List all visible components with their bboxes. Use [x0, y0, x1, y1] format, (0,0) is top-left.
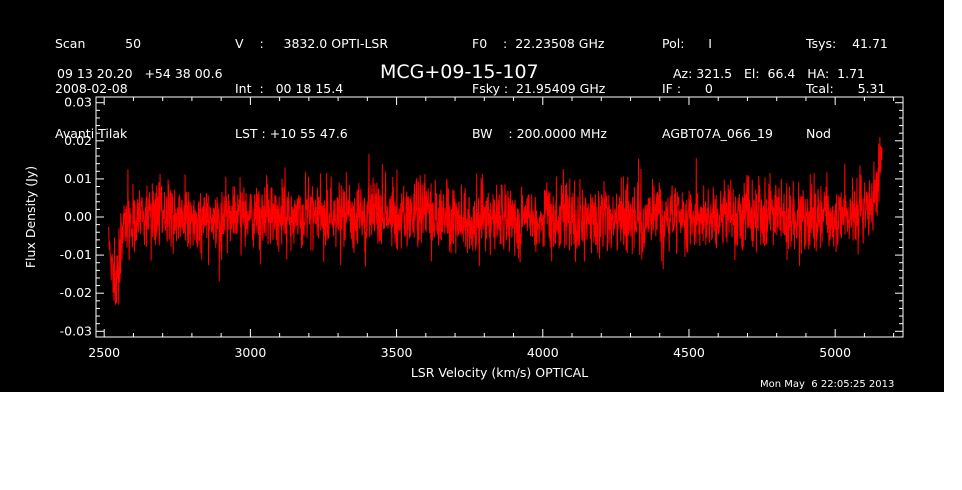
y-tick-label: 0.03: [64, 95, 92, 110]
header-velocity: V : 3832.0 OPTI-LSR: [235, 36, 389, 51]
x-axis-ticks: 2500 3000 3500 4000 4500 5000: [88, 97, 895, 360]
x-tick-label: 2500: [88, 345, 120, 360]
header-if: IF : 0: [662, 81, 713, 96]
series-trace-layer: [108, 136, 883, 305]
header-observer: Avanti Tilak: [55, 126, 128, 141]
header-lst: LST : +10 55 47.6: [235, 126, 348, 141]
header-az-el-ha: Az: 321.5 El: 66.4 HA: 1.71: [673, 66, 866, 81]
plot-timestamp: Mon May 6 22:05:25 2013: [760, 379, 895, 390]
header-tcal: Tcal: 5.31: [806, 81, 886, 96]
header-pol: Pol: I: [662, 36, 712, 51]
header-proc: Nod: [806, 126, 831, 141]
header-tsys: Tsys: 41.71: [806, 36, 888, 51]
header-coordinates: 09 13 20.20 +54 38 00.6: [57, 66, 223, 81]
header-project: AGBT07A_066_19: [662, 126, 773, 141]
x-tick-label: 3500: [381, 345, 413, 360]
y-tick-label: -0.03: [60, 323, 92, 338]
y-tick-label: 0.02: [64, 133, 92, 148]
header-integration: Int : 00 18 15.4: [235, 81, 344, 96]
x-tick-label: 4000: [527, 345, 559, 360]
y-tick-label: -0.02: [60, 285, 92, 300]
header-col2: V : 3832.0 OPTI-LSR Int : 00 18 15.4 LST…: [235, 6, 388, 171]
header-date: 2008-02-08: [55, 81, 128, 96]
header-col1: Scan 50 2008-02-08 Avanti Tilak: [55, 6, 141, 171]
header-col5: Tsys: 41.71 Tcal: 5.31 Nod: [806, 6, 888, 171]
x-tick-label: 4500: [673, 345, 705, 360]
y-tick-label: 0.01: [64, 171, 92, 186]
x-axis-label: LSR Velocity (km/s) OPTICAL: [411, 365, 588, 380]
header-col3: F0 : 22.23508 GHz Fsky : 21.95409 GHz BW…: [472, 6, 607, 171]
header-source-name: MCG+09-15-107: [380, 61, 539, 83]
x-tick-label: 5000: [819, 345, 851, 360]
x-tick-label: 3000: [234, 345, 266, 360]
spectrum-chart: 2500 3000 3500 4000 4500 5000 -0.03 -0.02 -0.01…: [23, 95, 904, 380]
header-col4: Pol: I IF : 0 AGBT07A_066_19: [662, 6, 773, 171]
y-tick-label: 0.00: [64, 209, 92, 224]
header-f0: F0 : 22.23508 GHz: [472, 36, 605, 51]
spectrum-plot-panel: Scan 50 2008-02-08 Avanti Tilak V : 3832…: [0, 0, 944, 392]
y-tick-label: -0.01: [60, 247, 92, 262]
header-fsky: Fsky : 21.95409 GHz: [472, 81, 606, 96]
y-axis-ticks: -0.03 -0.02 -0.01 0.00 0.01 0.02 0.03: [60, 95, 903, 338]
header-bw: BW : 200.0000 MHz: [472, 126, 607, 141]
series-0-trace: [108, 136, 883, 305]
y-axis-label: Flux Density (Jy): [23, 166, 38, 268]
header-scan: Scan 50: [55, 36, 142, 51]
